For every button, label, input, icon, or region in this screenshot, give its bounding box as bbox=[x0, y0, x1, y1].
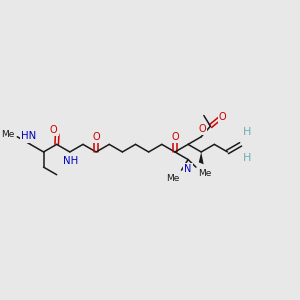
Text: Me: Me bbox=[166, 174, 179, 183]
Text: NH: NH bbox=[63, 156, 78, 166]
Text: Me: Me bbox=[198, 169, 211, 178]
Text: O: O bbox=[198, 124, 206, 134]
Text: O: O bbox=[219, 112, 226, 122]
Text: H: H bbox=[243, 153, 252, 163]
Text: N: N bbox=[184, 164, 192, 174]
Polygon shape bbox=[199, 152, 204, 164]
Text: HN: HN bbox=[21, 131, 36, 141]
Text: O: O bbox=[171, 132, 179, 142]
Text: O: O bbox=[50, 125, 58, 135]
Text: O: O bbox=[92, 132, 100, 142]
Text: Me: Me bbox=[1, 130, 14, 139]
Text: H: H bbox=[243, 127, 252, 136]
